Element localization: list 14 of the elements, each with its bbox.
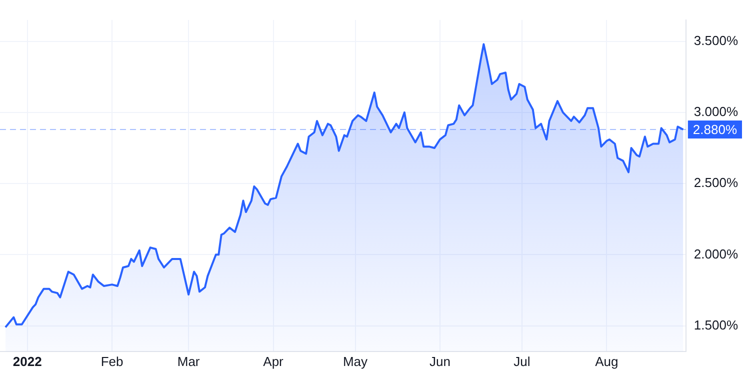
x-tick-label: Jun <box>429 354 450 369</box>
y-tick-label: 2.000% <box>694 246 738 262</box>
x-tick-label: Apr <box>263 354 284 369</box>
y-tick-label: 2.500% <box>694 175 738 190</box>
x-tick-label: Aug <box>595 354 618 369</box>
y-tick-label: 3.000% <box>694 104 738 120</box>
x-tick-label: Jul <box>514 354 530 369</box>
ref-line-label: 2.880% <box>692 122 738 138</box>
y-tick-label: 1.500% <box>694 317 738 332</box>
x-tick-label: Mar <box>177 354 200 369</box>
y-tick-label: 3.500% <box>694 32 738 48</box>
x-tick-label: 2022 <box>12 354 42 369</box>
x-tick-label: May <box>342 354 368 369</box>
x-tick-label: Feb <box>100 354 124 369</box>
